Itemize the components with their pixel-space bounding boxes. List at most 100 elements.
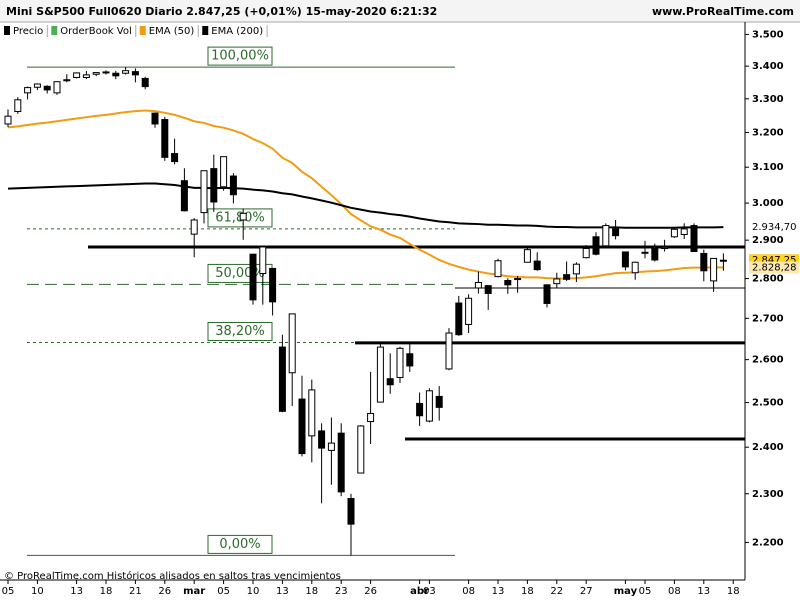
- candle-body: [92, 72, 100, 75]
- candle-body: [445, 332, 453, 370]
- y-tick-label: 2.900: [752, 235, 784, 246]
- y-tick-label: 2.700: [752, 313, 784, 324]
- candle-body: [710, 257, 718, 282]
- legend-swatch: [4, 26, 10, 35]
- y-tick-label: 3.200: [752, 127, 784, 138]
- candle-body: [572, 263, 580, 275]
- candle-body: [151, 112, 159, 125]
- candle-body: [680, 228, 688, 236]
- y-tick-label: 2.300: [752, 489, 784, 500]
- y-tick-label: 2.800: [752, 274, 784, 285]
- candle-body: [533, 260, 541, 271]
- x-tick-label: 27: [580, 586, 593, 597]
- y-tick-label: 3.100: [752, 162, 784, 173]
- price-label: 2.934,70: [752, 222, 797, 233]
- candle-body: [288, 313, 296, 374]
- candle-body: [425, 390, 433, 422]
- x-tick-label: 03: [423, 586, 436, 597]
- candle-body: [24, 87, 32, 94]
- fib-label: 100,00%: [211, 49, 269, 64]
- legend-swatch: [139, 26, 146, 35]
- candle-body: [474, 281, 482, 289]
- legend-label: EMA (200): [211, 26, 263, 37]
- x-tick-label: 18: [100, 586, 113, 597]
- y-tick-label: 3.500: [752, 29, 784, 40]
- candle-body: [4, 115, 12, 125]
- x-tick-label: abr: [410, 586, 429, 597]
- candle-body: [347, 498, 355, 525]
- candle-body: [122, 70, 130, 74]
- candle-body: [416, 402, 424, 417]
- candle-body: [259, 246, 267, 274]
- candle-body: [602, 225, 610, 247]
- candle-body: [171, 153, 179, 163]
- x-tick-label: 18: [727, 586, 740, 597]
- candle-body: [406, 353, 414, 367]
- ema-line: [7, 109, 724, 280]
- candle-body: [337, 432, 345, 493]
- candle-body: [161, 119, 169, 158]
- legend-label: OrderBook Vol: [60, 26, 131, 37]
- footer: © ProRealTime.com Históricos alisados en…: [4, 570, 341, 582]
- candle-body: [102, 71, 110, 74]
- candle-body: [190, 219, 198, 235]
- price-label-box: [749, 261, 799, 274]
- fib-label: 38,20%: [215, 324, 265, 339]
- candle-body: [180, 180, 188, 212]
- candle-body: [465, 297, 473, 325]
- candle-body: [82, 74, 90, 78]
- candle-body: [553, 278, 561, 285]
- x-tick-label: 22: [550, 586, 563, 597]
- x-tick-label: may: [614, 586, 638, 597]
- candle-body: [504, 280, 512, 286]
- x-tick-label: 10: [31, 586, 44, 597]
- fib-label: 50,00%: [215, 266, 265, 281]
- x-tick-label: 05: [639, 586, 652, 597]
- candle-body: [592, 236, 600, 255]
- candle-body: [582, 247, 590, 259]
- y-tick-label: 3.000: [752, 198, 784, 209]
- fib-label-box: [207, 46, 273, 66]
- x-tick-label: 10: [247, 586, 260, 597]
- candle-body: [700, 252, 708, 272]
- candle-body: [249, 253, 257, 301]
- candle-body: [719, 259, 727, 262]
- candle-body: [621, 251, 629, 268]
- candle-body: [220, 156, 228, 188]
- candle-body: [612, 228, 620, 237]
- x-tick-label: 21: [129, 586, 142, 597]
- candle-body: [543, 284, 551, 304]
- x-tick-label: mar: [183, 586, 205, 597]
- x-tick-label: 13: [70, 586, 83, 597]
- x-tick-label: 26: [364, 586, 377, 597]
- candle-body: [43, 85, 51, 91]
- x-tick-label: 18: [521, 586, 534, 597]
- candle-body: [367, 413, 375, 423]
- price-label-box: [749, 221, 799, 234]
- x-tick-label: 23: [335, 586, 348, 597]
- candle-body: [494, 260, 502, 278]
- legend-swatch: [51, 26, 58, 35]
- price-label: 2.828,28: [752, 263, 797, 274]
- candle-body: [14, 99, 22, 112]
- candle-body: [33, 83, 41, 88]
- candle-body: [141, 77, 149, 88]
- candle-body: [523, 249, 531, 263]
- y-tick-label: 2.200: [752, 537, 784, 548]
- candle-body: [514, 278, 522, 281]
- candle-body: [376, 346, 384, 403]
- candle-body: [278, 346, 286, 412]
- y-tick-label: 3.300: [752, 94, 784, 105]
- x-tick-label: 05: [2, 586, 15, 597]
- candle-body: [386, 378, 394, 386]
- candle-body: [298, 398, 306, 455]
- source: www.ProRealTime.com: [652, 5, 794, 18]
- candle-body: [210, 168, 218, 203]
- x-tick-label: 13: [492, 586, 505, 597]
- candle-body: [53, 81, 61, 94]
- x-tick-label: 26: [158, 586, 171, 597]
- candle-body: [308, 389, 316, 437]
- candle-body: [239, 212, 247, 221]
